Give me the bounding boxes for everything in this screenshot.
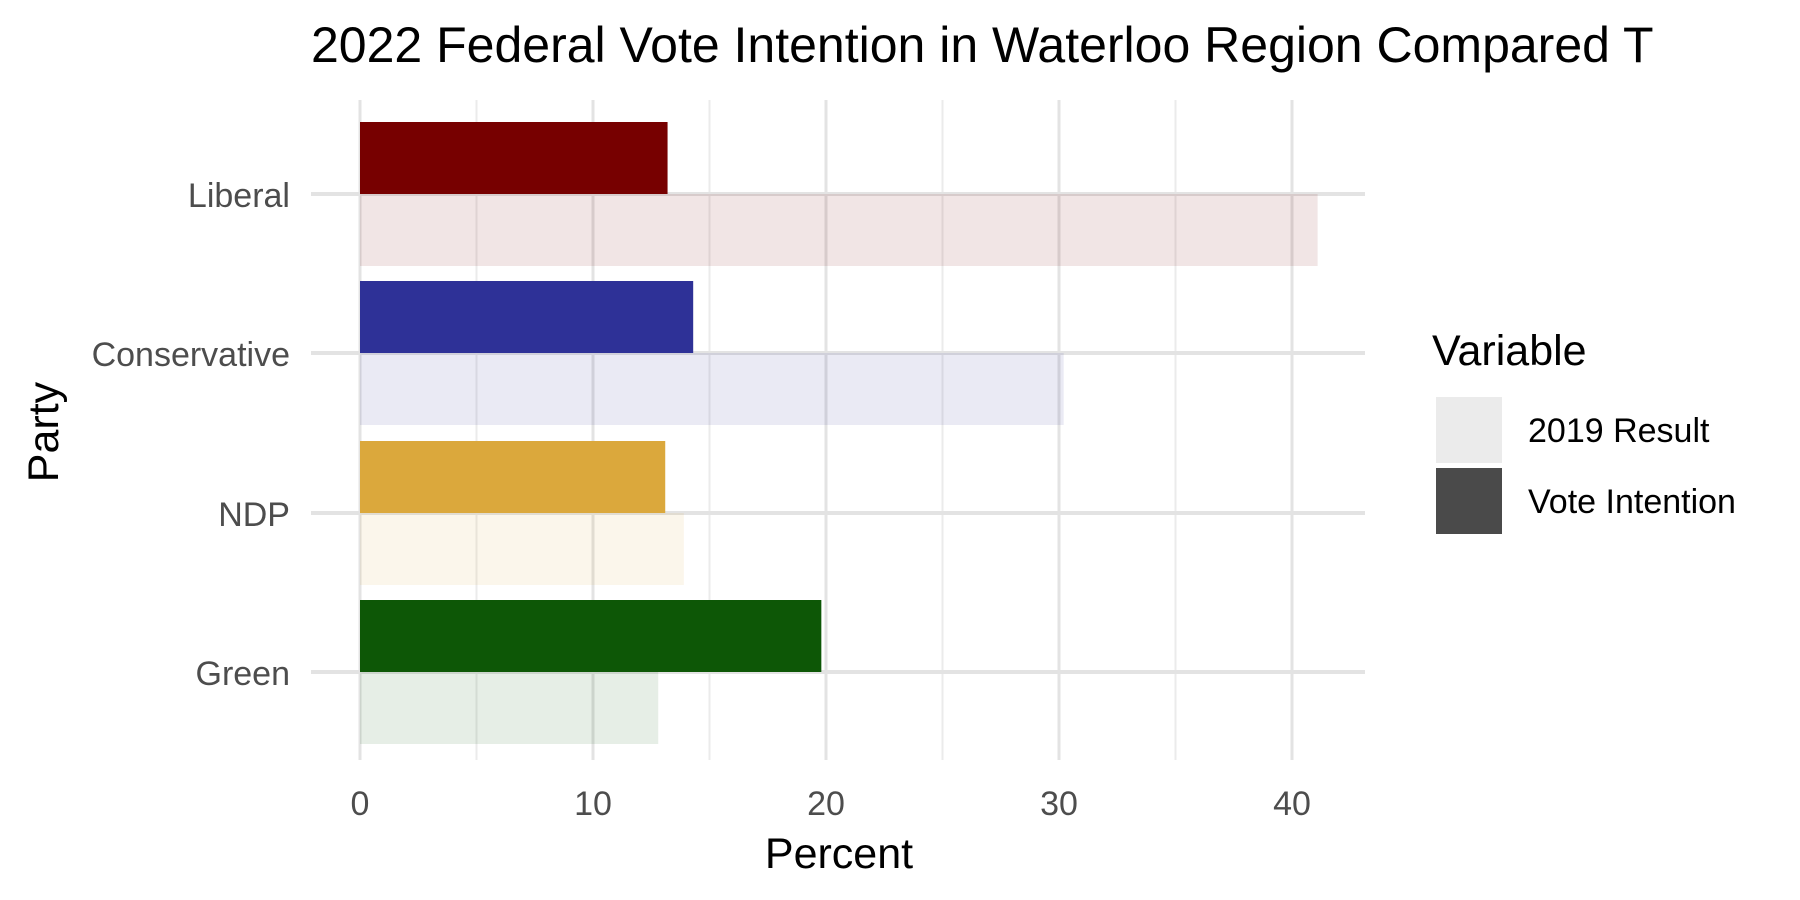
y-tick-label: Conservative [92,336,290,374]
x-tick-label: 30 [1040,785,1078,823]
bar-vote-intention-liberal [360,122,668,194]
chart-title: 2022 Federal Vote Intention in Waterloo … [311,17,1653,73]
x-axis-title: Percent [765,830,913,878]
bars-layer [360,122,1318,744]
bar-2019-result-liberal [360,194,1318,266]
legend-label: Vote Intention [1528,483,1736,521]
bar-2019-result-conservative [360,353,1064,425]
legend-key-2019-result [1436,397,1502,463]
legend: Variable 2019 Result Vote Intention [1432,327,1736,534]
y-tick-label: NDP [218,496,290,534]
bar-vote-intention-ndp [360,441,666,513]
axis-layer: Liberal Conservative NDP Green 0 10 20 30 40 [92,177,1311,823]
legend-label: 2019 Result [1528,412,1710,450]
legend-title: Variable [1432,327,1587,375]
x-tick-label: 0 [351,785,370,823]
legend-items: 2019 Result Vote Intention [1436,397,1736,534]
bar-vote-intention-conservative [360,281,694,353]
y-tick-label: Green [196,655,291,693]
x-tick-label: 10 [574,785,612,823]
x-tick-label: 20 [807,785,845,823]
bar-vote-intention-green [360,600,822,672]
y-tick-label: Liberal [188,177,290,215]
bar-2019-result-green [360,672,659,744]
y-axis-title: Party [20,381,68,482]
bar-2019-result-ndp [360,513,684,585]
legend-key-vote-intention [1436,468,1502,534]
x-tick-label: 40 [1273,785,1311,823]
